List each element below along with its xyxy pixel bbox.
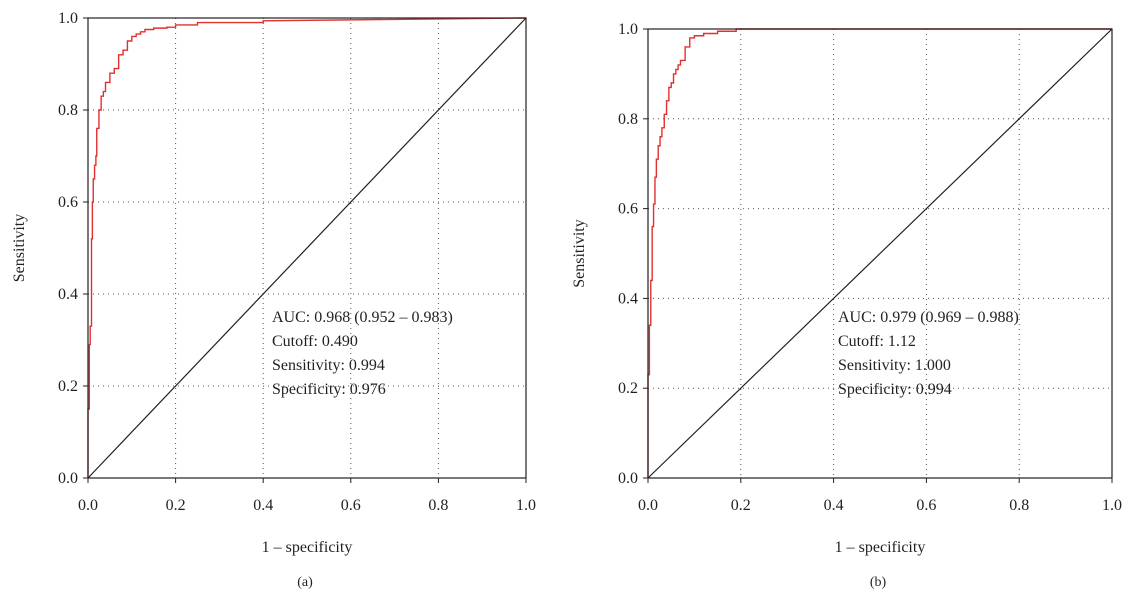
x-tick-label: 0.2: [166, 497, 186, 514]
x-tick-label: 1.0: [1102, 497, 1122, 514]
y-axis-title: Sensitivity: [571, 219, 588, 287]
x-tick-label: 0.8: [428, 497, 448, 514]
y-tick-label: 0.4: [618, 290, 638, 307]
x-tick-label: 0.0: [78, 497, 98, 514]
y-tick-label: 1.0: [58, 10, 78, 27]
y-tick-label: 0.8: [58, 102, 78, 119]
plot-frame: [87, 17, 527, 479]
panel-label: (b): [870, 575, 887, 590]
annotation-line: Cutoff: 1.12: [838, 333, 916, 350]
annotation-line: Specificity: 0.976: [272, 381, 386, 398]
x-tick-label: 0.2: [731, 497, 751, 514]
y-tick-label: 1.0: [618, 21, 638, 38]
annotation-line: AUC: 0.968 (0.952 – 0.983): [272, 309, 453, 326]
y-axis-title: Sensitivity: [11, 214, 28, 282]
diagonal-reference-line: [647, 28, 1113, 479]
plot-frame: [647, 28, 1113, 479]
y-tick-label: 0.6: [58, 194, 78, 211]
y-tick-label: 0.8: [618, 111, 638, 128]
x-tick-label: 0.4: [824, 497, 844, 514]
annotation-line: Sensitivity: 0.994: [272, 357, 385, 374]
y-tick-label: 0.0: [618, 470, 638, 487]
y-tick-label: 0.2: [618, 380, 638, 397]
x-tick-label: 0.6: [916, 497, 936, 514]
y-tick-label: 0.0: [58, 470, 78, 487]
x-tick-label: 0.8: [1009, 497, 1029, 514]
roc-curve: [87, 17, 527, 478]
y-tick-label: 0.4: [58, 286, 78, 303]
x-axis-title: 1 – specificity: [835, 539, 926, 556]
y-tick-label: 0.6: [618, 201, 638, 218]
annotation-line: Cutoff: 0.490: [272, 333, 358, 350]
x-tick-label: 0.6: [341, 497, 361, 514]
annotation-line: AUC: 0.979 (0.969 – 0.988): [838, 309, 1019, 326]
annotation-line: Specificity: 0.994: [838, 381, 952, 398]
x-tick-label: 0.4: [253, 497, 273, 514]
y-tick-label: 0.2: [58, 378, 78, 395]
x-tick-label: 1.0: [516, 497, 536, 514]
x-tick-label: 0.0: [638, 497, 658, 514]
panel-label: (a): [297, 575, 313, 590]
annotation-line: Sensitivity: 1.000: [838, 357, 951, 374]
diagonal-reference-line: [87, 17, 527, 479]
x-axis-title: 1 – specificity: [262, 539, 353, 556]
roc-curve: [647, 28, 1112, 478]
